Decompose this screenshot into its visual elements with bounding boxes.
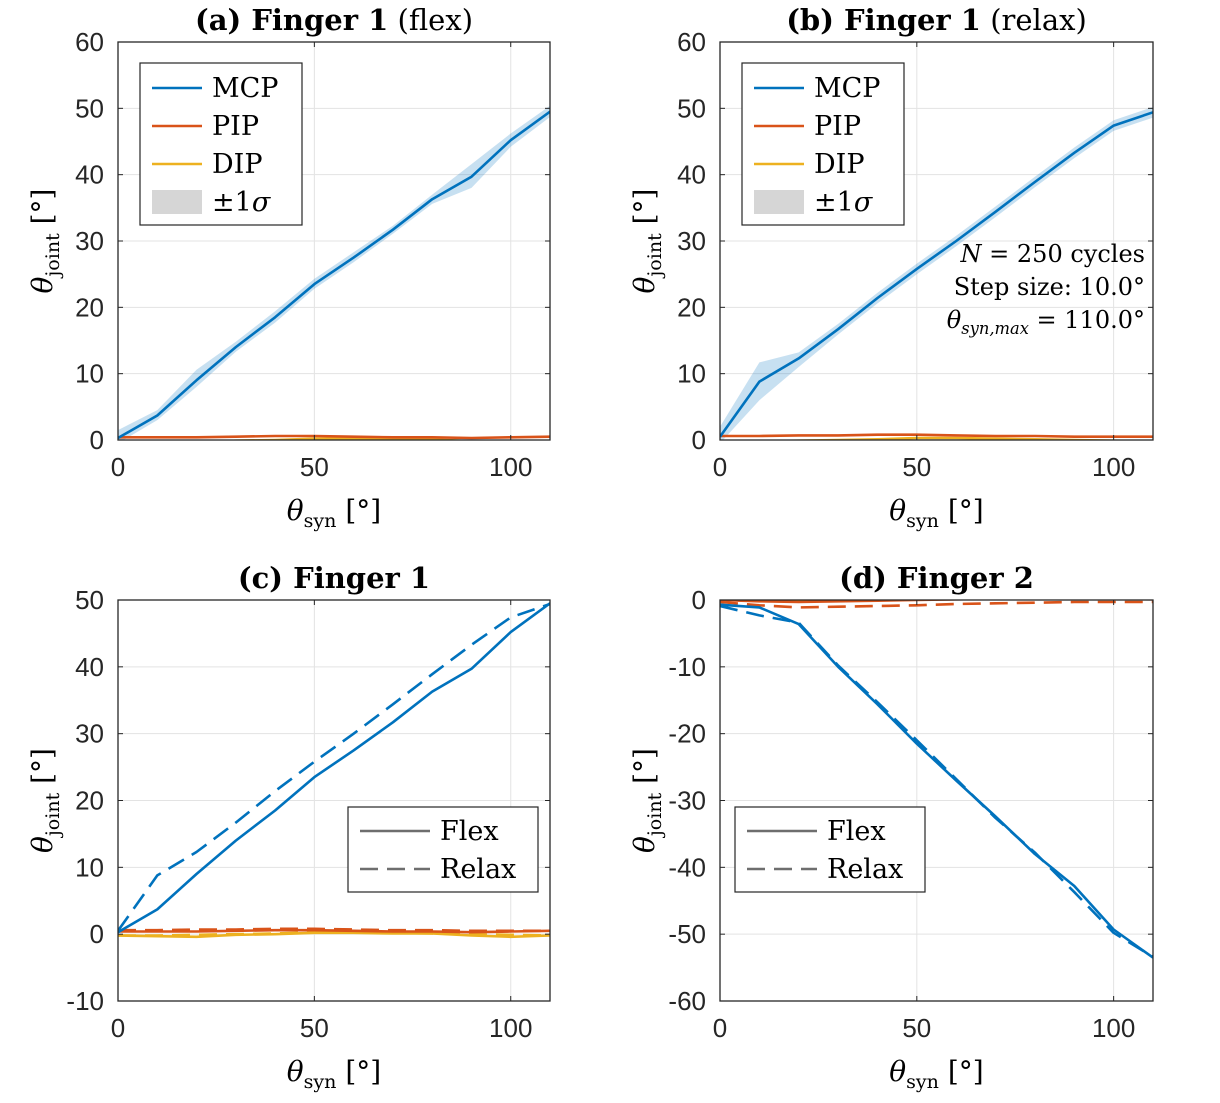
x-axis-label: θsyn [°] [889,1055,983,1093]
series-line-dip [720,436,1153,440]
y-tick-label: 0 [692,425,706,455]
legend-box [734,806,926,893]
legend: Flex Relax [347,806,539,893]
x-tick-label: 100 [489,1013,532,1043]
y-tick-label: -30 [668,786,706,816]
chart-panel-4: 0 50 100 -60 -50 -40 -30 -20 -10 0 (d) Finger 2 θsy… [628,561,1154,1093]
legend-label: Flex [440,816,499,847]
y-tick-label: 10 [75,359,104,389]
series-line-pip-flex [118,928,550,934]
y-tick-label: 30 [75,226,104,256]
y-tick-label: 50 [75,93,104,123]
x-tick-label: 50 [300,452,329,482]
chart-title: (c) Finger 1 [238,561,430,595]
annotation-line: θsyn,max = 110.0° [947,306,1145,338]
chart-panel-1: 0 50 100 0 10 20 30 40 50 60 (a) Finger 1 (flex) θs… [26,3,551,532]
legend: MCP PIP DIP ±1σ [139,62,303,226]
y-tick-label: -40 [668,852,706,882]
series-line-mcp-relax [720,604,1153,959]
legend-box [347,806,539,893]
y-axis-label: θjoint [°] [26,748,64,853]
x-tick-label: 0 [713,452,727,482]
legend-label: PIP [814,111,861,142]
y-tick-label: -50 [668,919,706,949]
data-layer [118,105,550,440]
legend-label: Relax [827,854,903,885]
series-line-mcp [118,110,550,440]
data-layer [720,107,1153,440]
legend-label: Relax [440,854,516,885]
y-axis-label: θjoint [°] [26,189,64,294]
series-line-pip [720,433,1153,439]
legend-label: DIP [814,149,864,180]
y-tick-label: -10 [668,652,706,682]
legend-label: Flex [827,816,886,847]
y-tick-label: 30 [75,719,104,749]
annotation-line: Step size: 10.0° [954,273,1145,301]
y-axis-label: θjoint [°] [628,189,666,294]
y-tick-label: -20 [668,719,706,749]
x-tick-label: 0 [713,1013,727,1043]
y-tick-label: -60 [668,986,706,1016]
y-tick-label: 0 [90,425,104,455]
y-tick-label: -10 [66,986,104,1016]
y-tick-label: 60 [75,27,104,57]
x-axis-label: θsyn [°] [889,494,983,532]
x-tick-label: 100 [1092,1013,1135,1043]
series-line-mcp-flex [720,603,1153,959]
chart-title: (d) Finger 2 [839,561,1034,595]
series-line-mcp [720,111,1153,438]
y-tick-label: 10 [677,359,706,389]
x-tick-label: 50 [300,1013,329,1043]
legend-band-swatch [754,190,804,214]
x-tick-label: 50 [902,452,931,482]
x-tick-label: 0 [111,1013,125,1043]
x-tick-label: 0 [111,452,125,482]
legend: MCP PIP DIP ±1σ [741,62,905,226]
y-tick-label: 30 [677,226,706,256]
y-tick-label: 0 [90,919,104,949]
chart-title: (b) Finger 1 (relax) [786,3,1087,37]
y-tick-label: 40 [677,160,706,190]
legend: Flex Relax [734,806,926,893]
series-line-mcp-relax [118,602,550,932]
x-axis-label: θsyn [°] [287,1055,381,1093]
series-line-dip [223,437,472,440]
legend-band-swatch [152,190,202,214]
legend-label: MCP [212,73,278,104]
y-tick-label: 10 [75,852,104,882]
y-tick-label: 40 [75,652,104,682]
series-line-pip-flex [720,600,1153,604]
y-axis-label: θjoint [°] [628,748,666,853]
series-line-pip-relax [720,600,1153,609]
y-tick-label: 20 [75,786,104,816]
chart-title: (a) Finger 1 (flex) [195,3,473,37]
y-tick-label: 40 [75,160,104,190]
chart-panel-2: 0 50 100 0 10 20 30 40 50 60 (b) Finger 1 (relax) θ… [628,3,1154,532]
annotation-line: N = 250 cycles [960,240,1145,268]
legend-label: ±1σ [814,187,874,218]
legend-label: PIP [212,111,259,142]
y-tick-label: 60 [677,27,706,57]
x-tick-label: 100 [1092,452,1135,482]
y-tick-label: 0 [692,585,706,615]
legend-label: ±1σ [212,187,272,218]
y-tick-label: 50 [75,585,104,615]
annotation: N = 250 cycles Step size: 10.0° θsyn,max =… [947,240,1145,338]
data-layer [118,602,550,939]
x-axis-label: θsyn [°] [287,494,381,532]
series-line-pip [118,434,550,440]
y-tick-label: 20 [677,292,706,322]
x-tick-label: 100 [489,452,532,482]
legend-label: DIP [212,149,262,180]
series-line-dip-flex [118,931,550,939]
series-line-mcp-flex [118,602,550,934]
y-tick-label: 20 [75,292,104,322]
legend-label: MCP [814,73,880,104]
x-tick-label: 50 [902,1013,931,1043]
y-tick-label: 50 [677,93,706,123]
